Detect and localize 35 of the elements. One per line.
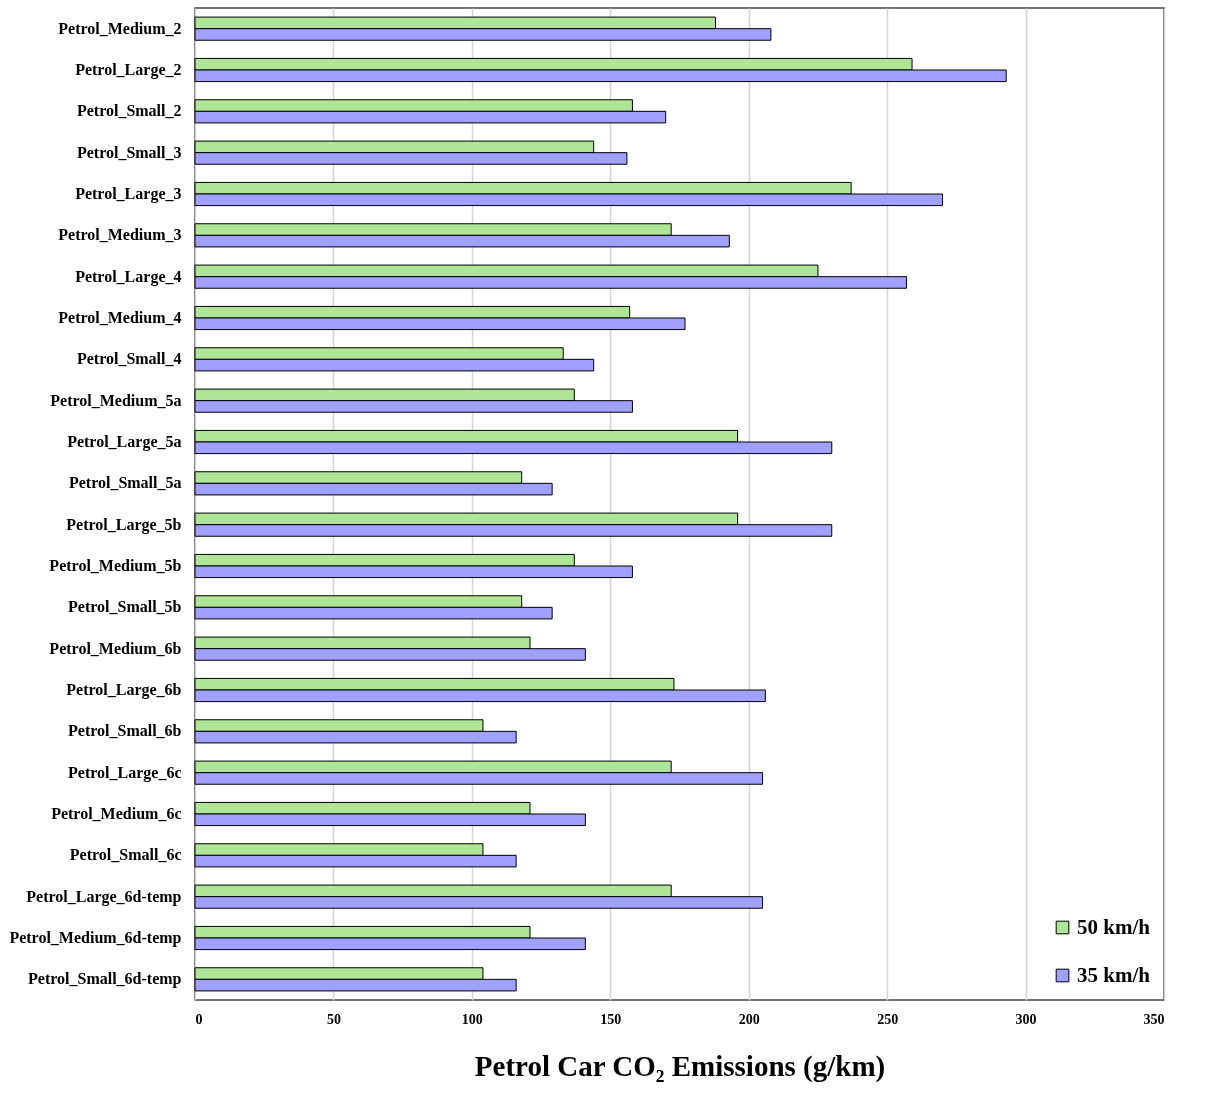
x-tick-label: 350: [1143, 1011, 1165, 1027]
legend-label: 35 km/h: [1077, 962, 1151, 987]
y-tick-label: Petrol_Medium_6c: [51, 805, 182, 822]
y-tick-label: Petrol_Medium_2: [58, 19, 182, 37]
y-tick-label: Petrol_Medium_3: [58, 226, 182, 244]
x-tick-label: 0: [195, 1011, 203, 1027]
y-tick-label: Petrol_Large_6b: [66, 681, 182, 699]
x-tick-label: 150: [600, 1011, 622, 1027]
y-tick-label: Petrol_Small_3: [76, 143, 182, 161]
y-tick-label: Petrol_Small_2: [76, 102, 182, 120]
x-tick-label: 300: [1015, 1011, 1037, 1027]
x-tick-label: 200: [738, 1011, 760, 1027]
y-tick-label: Petrol_Large_5b: [66, 515, 182, 534]
y-tick-label: Petrol_Small_6d-temp: [28, 970, 182, 989]
x-tick-label: 250: [877, 1011, 899, 1027]
y-tick-label: Petrol_Medium_5b: [49, 557, 182, 574]
y-tick-label: Petrol_Large_2: [75, 61, 182, 79]
y-tick-label: Petrol_Small_5b: [68, 598, 182, 616]
y-tick-label: Petrol_Medium_4: [58, 309, 182, 326]
y-tick-label: Petrol_Large_5a: [67, 433, 182, 451]
legend-label: 50 km/h: [1077, 914, 1151, 939]
y-tick-label: Petrol_Medium_6d-temp: [9, 929, 182, 947]
y-tick-label: Petrol_Large_6c: [68, 763, 182, 782]
y-tick-label: Petrol_Medium_5a: [50, 391, 182, 409]
y-tick-label: Petrol_Small_6b: [68, 722, 182, 740]
y-tick-label: Petrol_Large_3: [75, 185, 182, 203]
y-tick-label: Petrol_Small_6c: [69, 846, 182, 864]
y-tick-label: Petrol_Large_4: [75, 267, 182, 286]
x-tick-label: 100: [461, 1011, 483, 1027]
x-tick-label: 50: [326, 1011, 341, 1027]
y-tick-label: Petrol_Large_6d-temp: [26, 887, 182, 906]
x-axis-title: Petrol Car CO₂ Emissions (g/km): [474, 1049, 886, 1083]
y-tick-label: Petrol_Small_4: [76, 350, 182, 368]
y-tick-label: Petrol_Small_5a: [68, 474, 182, 492]
y-tick-label: Petrol_Medium_6b: [49, 639, 182, 657]
